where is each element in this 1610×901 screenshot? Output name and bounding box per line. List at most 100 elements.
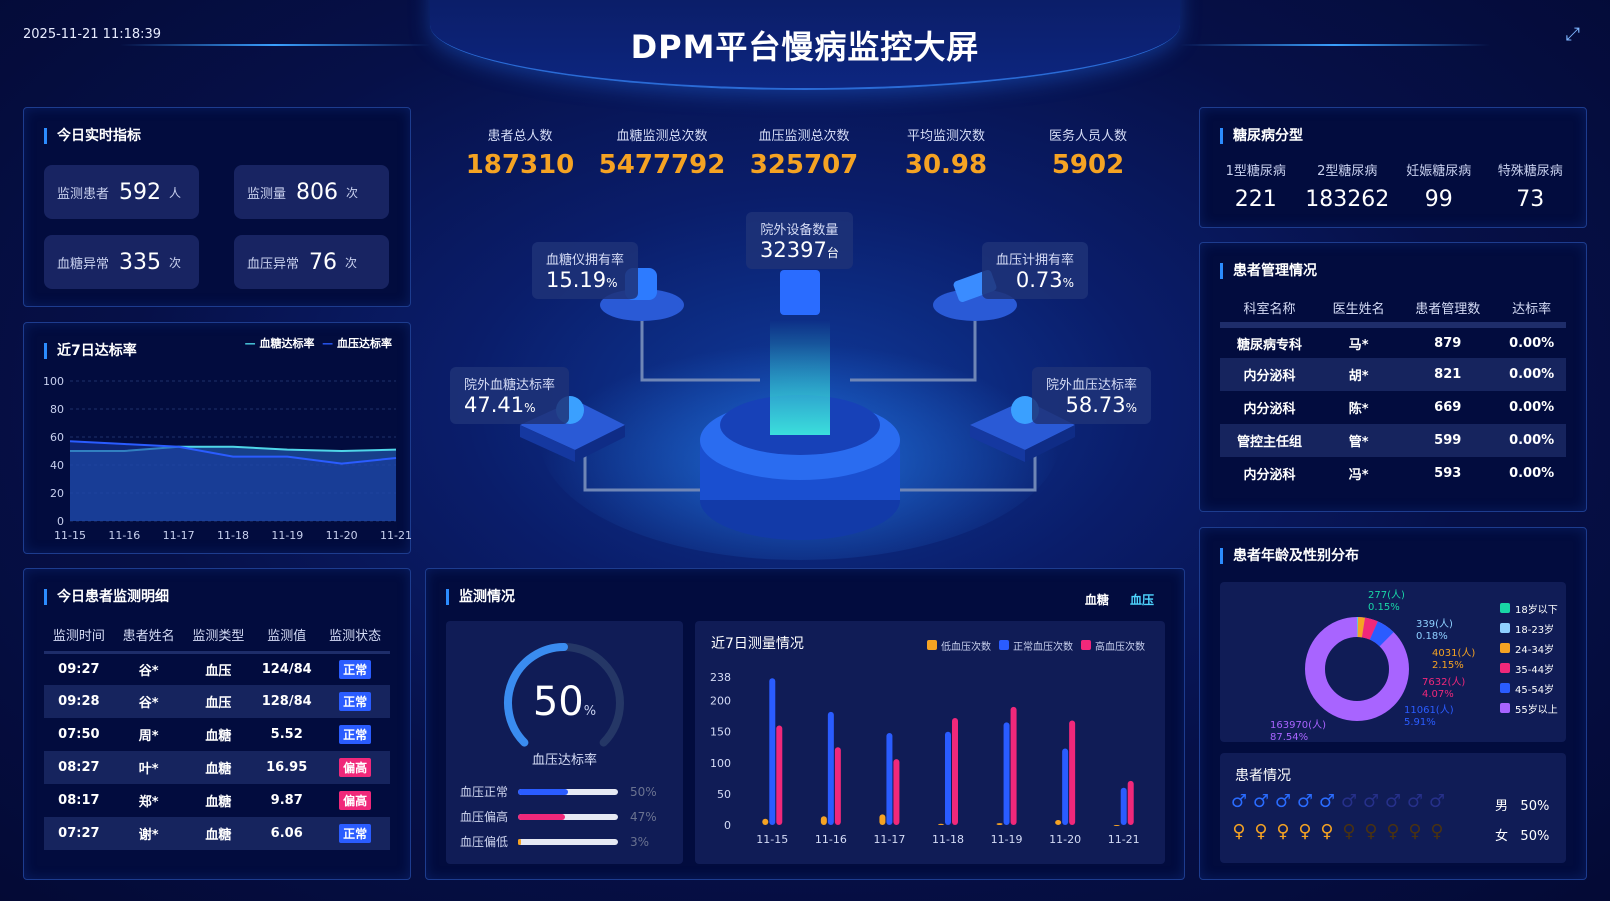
- cell: 599: [1434, 433, 1462, 448]
- cell: 郑*: [138, 795, 159, 810]
- legend-item[interactable]: 高血压次数: [1081, 638, 1145, 653]
- patient-manage-panel: 患者管理情况 科室名称 医生姓名 患者管理数 达标率 糖尿病专科 马* 879 0.00% 内…: [1199, 242, 1587, 512]
- detail-table: 监测时间 患者姓名 监测类型 监测值 监测状态 09:27 谷* 血压 124/84 正常 09:…: [44, 619, 390, 850]
- status-badge: 正常: [339, 692, 372, 711]
- bar: [879, 814, 886, 825]
- cell: 管*: [1348, 435, 1369, 450]
- cell: 07:50: [58, 727, 100, 742]
- cell: 9.87: [270, 793, 303, 808]
- slice-count-label: 163970(人): [1270, 719, 1326, 731]
- header-line-right: [1180, 44, 1490, 46]
- diabetes-value: 221: [1234, 187, 1277, 212]
- slice-pct-label: 0.15%: [1368, 602, 1400, 613]
- panel-title: 近7日达标率: [44, 343, 137, 359]
- fullscreen-icon[interactable]: ⤢: [1565, 24, 1580, 45]
- tab-blood-glucose[interactable]: 血糖: [1084, 593, 1109, 607]
- cell: 593: [1434, 466, 1462, 481]
- diabetes-type-panel: 糖尿病分型 1型糖尿病 221 2型糖尿病 183262 妊娠糖尿病 99 特殊糖尿病 73: [1199, 107, 1587, 228]
- cell: 0.00%: [1509, 335, 1555, 351]
- diabetes-label: 特殊糖尿病: [1497, 164, 1563, 179]
- y-tick-label: 100: [710, 757, 731, 770]
- cell: 16.95: [266, 760, 308, 775]
- bar: [893, 759, 900, 825]
- gauge-chart: [504, 643, 624, 747]
- cell: 821: [1434, 367, 1462, 382]
- stat-label: 平均监测次数: [906, 129, 985, 144]
- tab-blood-pressure[interactable]: 血压: [1129, 593, 1154, 607]
- kpi-unit: 次: [346, 185, 359, 200]
- legend-swatch: [1500, 643, 1510, 653]
- slice-pct-label: 87.54%: [1270, 732, 1308, 742]
- legend-swatch: [1500, 603, 1510, 613]
- page-title: DPM平台慢病监控大屏: [630, 28, 980, 66]
- cell: 09:28: [58, 694, 100, 709]
- male-person-icon: ♂: [1274, 791, 1292, 812]
- diabetes-item: 特殊糖尿病 73: [1485, 160, 1577, 212]
- bar: [938, 823, 944, 825]
- x-tick-label: 11-16: [815, 833, 847, 846]
- y-tick-label: 50: [717, 788, 731, 801]
- male-person-icon: ♂: [1252, 791, 1270, 812]
- y-tick-label: 80: [50, 403, 64, 416]
- legend-item[interactable]: 低血压次数: [927, 638, 991, 653]
- donut-slice: [1369, 621, 1394, 647]
- status-badge: 正常: [339, 824, 372, 843]
- kpi-label: 血压异常: [247, 256, 300, 272]
- legend-label: 低血压次数: [941, 641, 991, 653]
- legend-item[interactable]: 55岁以上: [1500, 698, 1558, 718]
- tag-unit: %: [1125, 401, 1138, 415]
- x-tick-label: 11-19: [271, 529, 303, 542]
- cell: 叶*: [138, 762, 159, 777]
- table-row: 内分泌科 胡* 821 0.00%: [1220, 358, 1566, 391]
- chart-legend: 低血压次数 正常血压次数 高血压次数: [919, 635, 1145, 654]
- x-tick-label: 11-17: [873, 833, 905, 846]
- table-row: 07:50 周* 血糖 5.52 正常: [44, 718, 390, 751]
- legend-item[interactable]: 18-23岁: [1500, 618, 1558, 638]
- legend-item[interactable]: 24-34岁: [1500, 638, 1558, 658]
- legend-item[interactable]: 45-54岁: [1500, 678, 1558, 698]
- table-row: 08:17 郑* 血糖 9.87 偏高: [44, 784, 390, 817]
- bar: [827, 711, 834, 825]
- tag-label: 院外设备数量: [760, 223, 839, 238]
- status-badge: 偏高: [339, 758, 372, 777]
- cell: 0.00%: [1509, 466, 1555, 481]
- legend-item[interactable]: 18岁以下: [1500, 598, 1558, 618]
- male-person-icon: ♂: [1406, 791, 1424, 812]
- stat-item: 医务人员人数 5902: [1018, 125, 1158, 180]
- male-person-icon: ♂: [1428, 791, 1446, 812]
- legend-label: 正常血压次数: [1013, 641, 1073, 653]
- bpmeter-rate-tag: 血压计拥有率 0.73%: [982, 242, 1089, 299]
- legend-item[interactable]: 正常血压次数: [999, 638, 1073, 653]
- kpi-label: 血糖异常: [57, 256, 110, 272]
- progress-fill: [518, 813, 566, 820]
- legend-swatch: [1500, 623, 1510, 633]
- cell: 血压: [205, 696, 232, 711]
- stat-item: 平均监测次数 30.98: [876, 125, 1016, 180]
- cell: 血糖: [205, 795, 232, 810]
- stat-value: 30.98: [904, 150, 988, 180]
- male-person-icon: ♂: [1318, 791, 1336, 812]
- y-tick-label: 238: [710, 671, 731, 684]
- tag-value: 58.73: [1065, 393, 1126, 417]
- y-tick-label: 200: [710, 695, 731, 708]
- diabetes-label: 2型糖尿病: [1317, 164, 1378, 179]
- cell: 09:27: [58, 661, 100, 677]
- legend-swatch: [1081, 640, 1091, 650]
- progress-row: 血压偏低 3%: [460, 833, 670, 850]
- male-icons: ♂ ♂ ♂ ♂ ♂ ♂ ♂ ♂ ♂ ♂: [1228, 791, 1448, 812]
- tag-label: 血糖仪拥有率: [546, 253, 625, 268]
- bar-value: 47%: [630, 809, 657, 824]
- y-tick-label: 40: [50, 459, 64, 472]
- tag-value: 32397: [760, 238, 827, 262]
- series-area: [70, 441, 396, 521]
- kpi-card: 血压异常 76 次: [234, 235, 389, 289]
- legend-item[interactable]: 35-44岁: [1500, 658, 1558, 678]
- bar: [996, 823, 1003, 825]
- stat-label: 血糖监测总次数: [616, 129, 708, 144]
- cell: 内分泌科: [1243, 468, 1296, 483]
- diabetes-value: 73: [1516, 187, 1545, 212]
- legend-label: 血糖达标率: [259, 337, 315, 350]
- bar: [1127, 780, 1134, 825]
- cell: 内分泌科: [1243, 402, 1296, 417]
- x-tick-label: 11-20: [1049, 833, 1081, 846]
